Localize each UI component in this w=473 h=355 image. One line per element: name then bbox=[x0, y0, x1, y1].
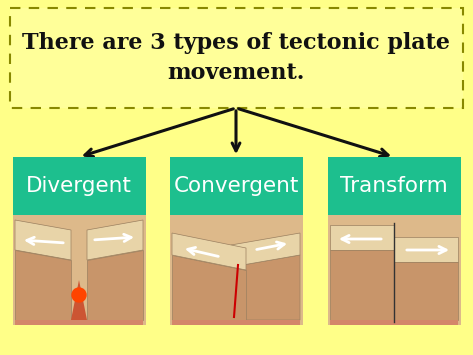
Polygon shape bbox=[394, 237, 458, 262]
FancyBboxPatch shape bbox=[13, 157, 146, 215]
Polygon shape bbox=[330, 320, 458, 325]
FancyBboxPatch shape bbox=[170, 157, 303, 215]
Polygon shape bbox=[172, 233, 246, 270]
FancyBboxPatch shape bbox=[13, 215, 146, 325]
Polygon shape bbox=[231, 255, 300, 320]
Text: Divergent: Divergent bbox=[26, 176, 132, 196]
FancyBboxPatch shape bbox=[170, 215, 303, 325]
Polygon shape bbox=[330, 225, 394, 250]
Polygon shape bbox=[15, 250, 71, 320]
FancyBboxPatch shape bbox=[328, 215, 461, 325]
Polygon shape bbox=[172, 320, 300, 325]
Polygon shape bbox=[330, 250, 394, 320]
Polygon shape bbox=[15, 220, 71, 260]
Polygon shape bbox=[172, 255, 246, 320]
Circle shape bbox=[72, 288, 86, 302]
Polygon shape bbox=[15, 320, 143, 325]
Text: There are 3 types of tectonic plate
movement.: There are 3 types of tectonic plate move… bbox=[22, 32, 450, 84]
Polygon shape bbox=[87, 250, 143, 320]
Text: Transform: Transform bbox=[340, 176, 448, 196]
FancyBboxPatch shape bbox=[328, 157, 461, 215]
Polygon shape bbox=[87, 220, 143, 260]
Polygon shape bbox=[231, 233, 300, 267]
Polygon shape bbox=[394, 262, 458, 320]
FancyBboxPatch shape bbox=[10, 8, 463, 108]
Polygon shape bbox=[71, 280, 87, 320]
Text: Convergent: Convergent bbox=[173, 176, 298, 196]
